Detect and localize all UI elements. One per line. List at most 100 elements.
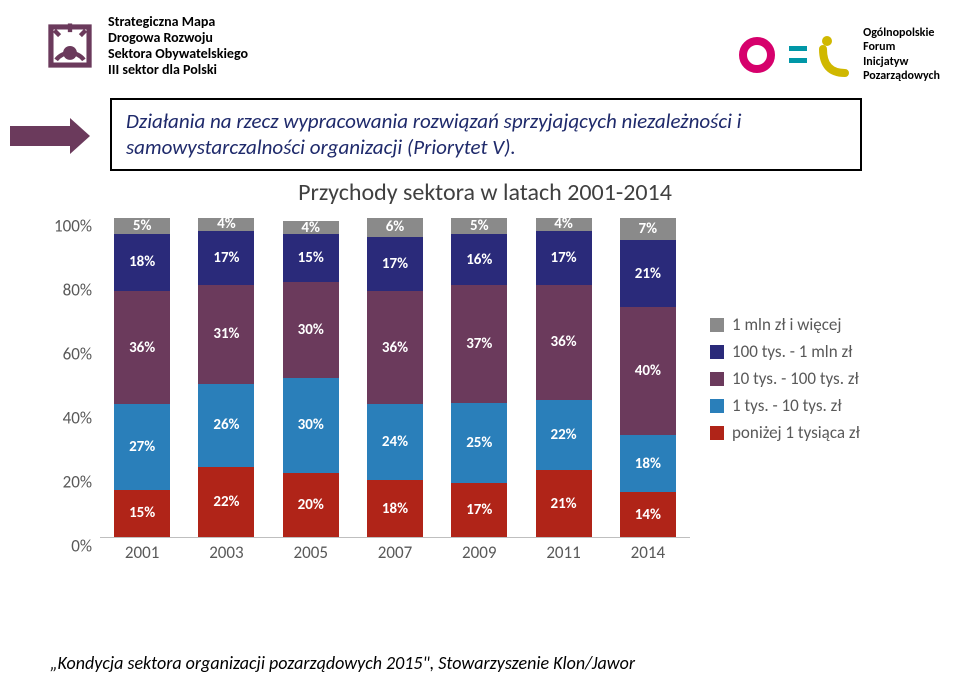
x-tick: 2001	[114, 538, 170, 568]
bar-segment: 17%	[451, 483, 507, 537]
bar-segment-label: 40%	[635, 362, 661, 380]
x-axis: 2001200320052007200920112014	[100, 538, 690, 568]
bar-segment: 21%	[620, 240, 676, 307]
bar-segment: 6%	[367, 218, 423, 237]
bar-segment-label: 24%	[382, 433, 408, 451]
bar-segment: 27%	[114, 404, 170, 489]
bar-column: 15% 27% 36% 18% 5%	[114, 218, 170, 537]
bar-segment-label: 4%	[554, 215, 573, 233]
bar-segment: 40%	[620, 307, 676, 435]
y-tick: 40%	[63, 408, 92, 429]
bar-segment: 36%	[114, 291, 170, 405]
revenue-chart: Przychody sektora w latach 2001-2014 0% 2…	[50, 178, 920, 608]
bar-segment: 7%	[620, 218, 676, 240]
bar-segment: 30%	[283, 282, 339, 378]
bar-column: 20%30%30%15%4%	[283, 218, 339, 537]
bar-segment-label: 31%	[213, 325, 239, 343]
bar-segment: 21%	[536, 470, 592, 537]
bar-segment: 18%	[620, 435, 676, 492]
bars-container: 15%27%36%18%5%22%26%31%17%4%20%30%30%15%…	[100, 218, 690, 537]
bar-segment: 5%	[114, 218, 170, 234]
x-tick: 2007	[367, 538, 423, 568]
legend-swatch	[710, 399, 724, 413]
x-tick: 2011	[536, 538, 592, 568]
bar-segment: 14%	[620, 492, 676, 537]
bar-segment-label: 7%	[639, 220, 658, 238]
bar-segment-label: 21%	[550, 495, 576, 513]
bar-segment-label: 17%	[466, 501, 492, 519]
legend-swatch	[710, 426, 724, 440]
x-tick: 2009	[451, 538, 507, 568]
bar-segment-label: 22%	[550, 426, 576, 444]
legend-item: 100 tys. - 1 mln zł	[710, 341, 920, 362]
y-tick: 20%	[63, 472, 92, 493]
bar-segment-label: 18%	[635, 455, 661, 473]
logo-right: Ogólnopolskie Forum Inicjatyw Pozarządow…	[737, 26, 940, 84]
bar-segment-label: 21%	[635, 265, 661, 283]
bar-segment-label: 36%	[550, 333, 576, 351]
y-tick: 100%	[54, 216, 92, 237]
bar-segment-label: 36%	[129, 339, 155, 357]
bar-segment-label: 15%	[129, 504, 155, 522]
chart-legend: 1 mln zł i więcej 100 tys. - 1 mln zł 10 t…	[710, 308, 920, 449]
title-box: Działania na rzecz wypracowania rozwiąza…	[110, 98, 862, 171]
legend-swatch	[710, 372, 724, 386]
bar-segment: 22%	[536, 400, 592, 470]
bar-segment-label: 4%	[217, 215, 236, 233]
chart-title: Przychody sektora w latach 2001-2014	[50, 178, 920, 207]
bar-segment-label: 18%	[129, 253, 155, 271]
bar-segment: 24%	[367, 404, 423, 480]
bar-segment-label: 6%	[386, 218, 405, 236]
bar-segment-label: 27%	[129, 438, 155, 456]
legend-label: 1 mln zł i więcej	[732, 314, 841, 335]
bar-segment: 30%	[283, 378, 339, 474]
bar-segment: 25%	[451, 403, 507, 483]
x-tick: 2014	[620, 538, 676, 568]
bar-segment-label: 17%	[550, 249, 576, 267]
bar-segment: 5%	[451, 218, 507, 234]
legend-item: 1 tys. - 10 tys. zł	[710, 395, 920, 416]
roadmap-logo-icon	[44, 20, 96, 72]
bar-segment: 37%	[451, 285, 507, 403]
bar-column: 18%24%36%17%6%	[367, 218, 423, 537]
legend-label: 1 tys. - 10 tys. zł	[732, 395, 842, 416]
y-tick: 80%	[63, 280, 92, 301]
bar-segment-label: 30%	[298, 416, 324, 434]
bar-segment-label: 14%	[635, 506, 661, 524]
bar-column: 14% 18% 40% 21% 7%	[620, 218, 676, 537]
bar-column: 22% 26% 31% 17% 4%	[198, 218, 254, 537]
bar-segment: 26%	[198, 384, 254, 467]
bar-segment-label: 5%	[133, 217, 152, 235]
arrow-icon	[10, 118, 90, 154]
bar-segment: 17%	[367, 237, 423, 291]
bar-segment: 22%	[198, 467, 254, 537]
bar-segment: 16%	[451, 234, 507, 285]
legend-swatch	[710, 318, 724, 332]
bar-segment-label: 17%	[382, 255, 408, 273]
logo-right-text: Ogólnopolskie Forum Inicjatyw Pozarządow…	[863, 26, 940, 84]
plot-area: 15%27%36%18%5%22%26%31%17%4%20%30%30%15%…	[100, 218, 690, 538]
bar-segment: 17%	[536, 231, 592, 285]
bar-segment: 36%	[536, 285, 592, 400]
bar-column: 17% 25% 37%16%5%	[451, 218, 507, 537]
bar-segment-label: 4%	[301, 219, 320, 237]
bar-segment: 31%	[198, 285, 254, 384]
bar-segment: 4%	[198, 218, 254, 231]
logo-left: Strategiczna Mapa Drogowa Rozwoju Sektor…	[44, 14, 248, 78]
bar-segment-label: 30%	[298, 321, 324, 339]
legend-swatch	[710, 345, 724, 359]
bar-segment: 36%	[367, 291, 423, 405]
bar-segment-label: 17%	[213, 249, 239, 267]
y-tick: 60%	[63, 344, 92, 365]
y-tick: 0%	[71, 536, 92, 557]
bar-segment-label: 26%	[213, 416, 239, 434]
header: Strategiczna Mapa Drogowa Rozwoju Sektor…	[0, 8, 960, 78]
bar-segment-label: 25%	[466, 434, 492, 452]
bar-segment: 4%	[283, 221, 339, 234]
bar-segment: 15%	[283, 234, 339, 282]
source-footnote: „Kondycja sektora organizacji pozarządow…	[50, 652, 635, 674]
legend-item: 1 mln zł i więcej	[710, 314, 920, 335]
x-tick: 2005	[283, 538, 339, 568]
bar-segment: 4%	[536, 218, 592, 231]
legend-item: 10 tys. - 100 tys. zł	[710, 368, 920, 389]
